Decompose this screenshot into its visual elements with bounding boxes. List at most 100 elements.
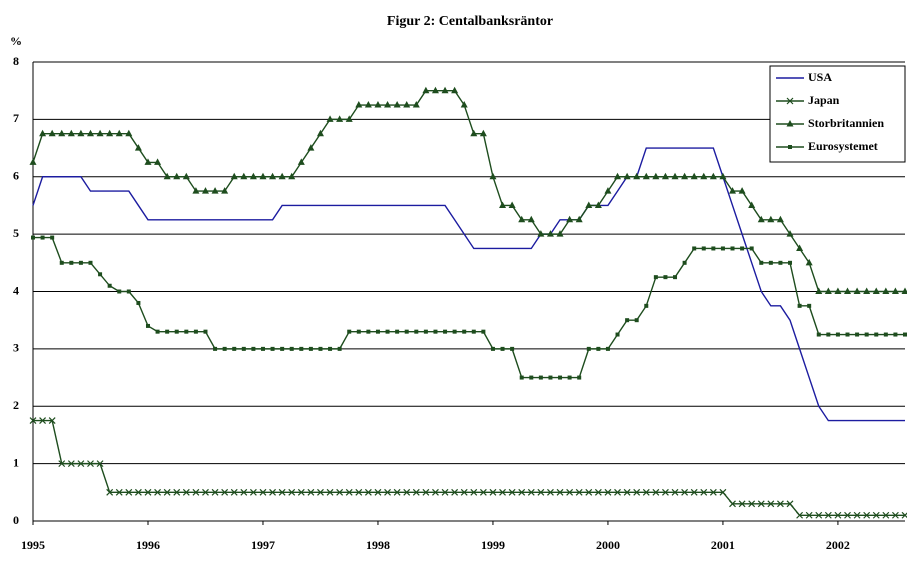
data-point [223, 347, 227, 351]
x-tick-label: 1999 [481, 538, 505, 552]
data-point [403, 101, 410, 108]
data-point [213, 347, 217, 351]
data-point [731, 246, 735, 250]
data-point [422, 87, 429, 94]
data-point [893, 333, 897, 337]
data-point [710, 173, 717, 180]
data-point [146, 324, 150, 328]
data-point [596, 347, 600, 351]
data-point [721, 246, 725, 250]
x-tick-label: 1996 [136, 538, 160, 552]
data-point [156, 330, 160, 334]
legend-label: USA [808, 70, 832, 84]
data-point [116, 130, 123, 137]
data-point [767, 216, 774, 223]
data-point [347, 330, 351, 334]
data-point [834, 288, 841, 295]
data-point [587, 347, 591, 351]
y-tick-label: 5 [13, 226, 19, 240]
data-point [318, 347, 322, 351]
data-point [520, 376, 524, 380]
data-point [443, 330, 447, 334]
data-point [259, 173, 266, 180]
data-point [338, 347, 342, 351]
data-point [79, 261, 83, 265]
data-point [98, 272, 102, 276]
data-point [836, 333, 840, 337]
data-point [874, 333, 878, 337]
y-tick-label: 1 [13, 455, 19, 469]
data-point [384, 101, 391, 108]
data-point [30, 158, 37, 165]
data-point [577, 376, 581, 380]
data-point [844, 288, 851, 295]
data-point [510, 347, 514, 351]
data-point [624, 173, 631, 180]
data-point [154, 158, 161, 165]
data-point [644, 304, 648, 308]
data-point [654, 275, 658, 279]
y-tick-label: 6 [13, 169, 19, 183]
data-point [77, 130, 84, 137]
data-point [117, 290, 121, 294]
y-tick-label: 0 [13, 513, 19, 527]
y-tick-label: 4 [13, 283, 19, 297]
data-point [481, 330, 485, 334]
x-tick-label: 1995 [21, 538, 45, 552]
data-point [366, 330, 370, 334]
data-point [231, 173, 238, 180]
data-point [136, 301, 140, 305]
x-tick-label: 2001 [711, 538, 735, 552]
data-point [846, 333, 850, 337]
data-point [280, 347, 284, 351]
data-point [50, 236, 54, 240]
data-point [269, 173, 276, 180]
series-line [33, 421, 905, 516]
data-point [242, 347, 246, 351]
data-point [175, 330, 179, 334]
data-point [865, 333, 869, 337]
data-point [873, 288, 880, 295]
data-point [424, 330, 428, 334]
data-point [357, 330, 361, 334]
data-point [251, 347, 255, 351]
data-point [462, 330, 466, 334]
data-point [892, 288, 899, 295]
legend-label: Storbritannien [808, 116, 884, 130]
data-point [606, 347, 610, 351]
data-point [386, 330, 390, 334]
data-point [902, 288, 907, 295]
x-tick-label: 2000 [596, 538, 620, 552]
data-point [882, 288, 889, 295]
x-tick-label: 1998 [366, 538, 390, 552]
chart-title: Figur 2: Centalbanksräntor [387, 14, 553, 29]
data-point [336, 115, 343, 122]
data-point [662, 173, 669, 180]
data-point [740, 246, 744, 250]
data-point [87, 130, 94, 137]
data-point [405, 330, 409, 334]
data-point [539, 376, 543, 380]
data-point [432, 87, 439, 94]
y-tick-label: 3 [13, 341, 19, 355]
data-point [212, 187, 219, 194]
data-point [826, 333, 830, 337]
data-point [184, 330, 188, 334]
data-point [453, 330, 457, 334]
data-point [807, 304, 811, 308]
data-point [31, 236, 35, 240]
data-point [681, 173, 688, 180]
data-point [41, 236, 45, 240]
data-point [125, 130, 132, 137]
data-point [673, 275, 677, 279]
data-point [88, 261, 92, 265]
data-point [290, 347, 294, 351]
data-point [327, 115, 334, 122]
data-point [470, 130, 477, 137]
data-point [309, 347, 313, 351]
data-point [854, 288, 861, 295]
y-axis-label: % [10, 34, 22, 48]
data-point [825, 288, 832, 295]
data-point [395, 330, 399, 334]
